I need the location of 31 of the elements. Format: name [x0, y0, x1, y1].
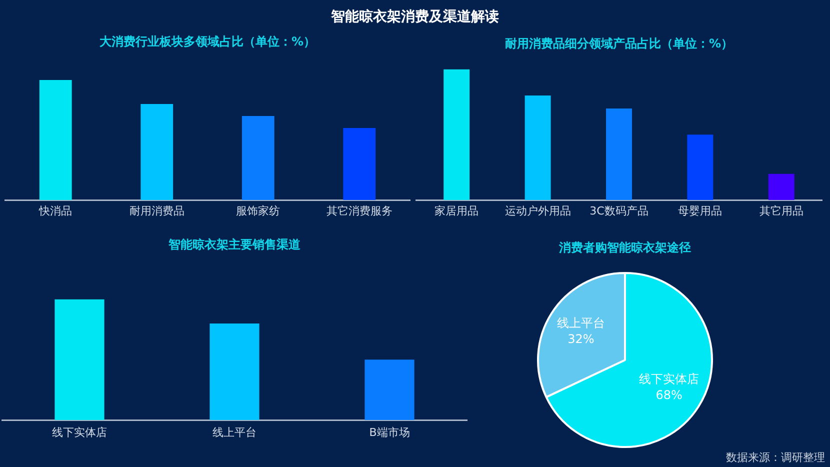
chart-title: 耐用消费品细分领域产品占比（单位：%） — [504, 36, 734, 50]
bar — [524, 95, 551, 200]
bar — [242, 116, 274, 200]
source-note: 数据来源：调研整理 — [726, 450, 825, 464]
chart-title: 智能晾衣架主要销售渠道 — [168, 237, 302, 252]
data-label: 68% — [656, 388, 682, 402]
bar — [444, 69, 470, 200]
data-label: 32% — [568, 332, 594, 346]
chart-title: 消费者购智能晾衣架途径 — [558, 240, 691, 254]
x-tick-label: 耐用消费品 — [129, 204, 184, 218]
bar — [140, 104, 174, 200]
x-tick-label: 母婴用品 — [678, 204, 722, 218]
bar — [606, 108, 632, 200]
x-tick-label: 服饰家纺 — [236, 204, 280, 218]
bar — [39, 80, 72, 200]
bar — [768, 174, 794, 200]
slice-label: 线上平台 — [556, 316, 605, 330]
x-tick-label: 其它消费服务 — [326, 204, 392, 218]
x-tick-label: 3C数码产品 — [590, 204, 648, 218]
x-tick-label: 其它用品 — [759, 204, 804, 218]
x-tick-label: 运动户外用品 — [504, 204, 571, 218]
x-tick-label: B端市场 — [369, 426, 410, 440]
x-tick-label: 家居用品 — [434, 204, 479, 218]
x-tick-label: 线上平台 — [212, 426, 256, 440]
x-tick-label: 快消品 — [38, 204, 72, 218]
chart-title: 大消费行业板块多领域占比（单位：%） — [99, 34, 316, 48]
slice-label: 线下实体店 — [639, 372, 700, 386]
text: 智能晾衣架消费及渠道解读 — [331, 8, 499, 26]
bar — [687, 134, 714, 200]
x-tick-label: 线下实体店 — [52, 426, 107, 440]
bar — [343, 128, 376, 200]
